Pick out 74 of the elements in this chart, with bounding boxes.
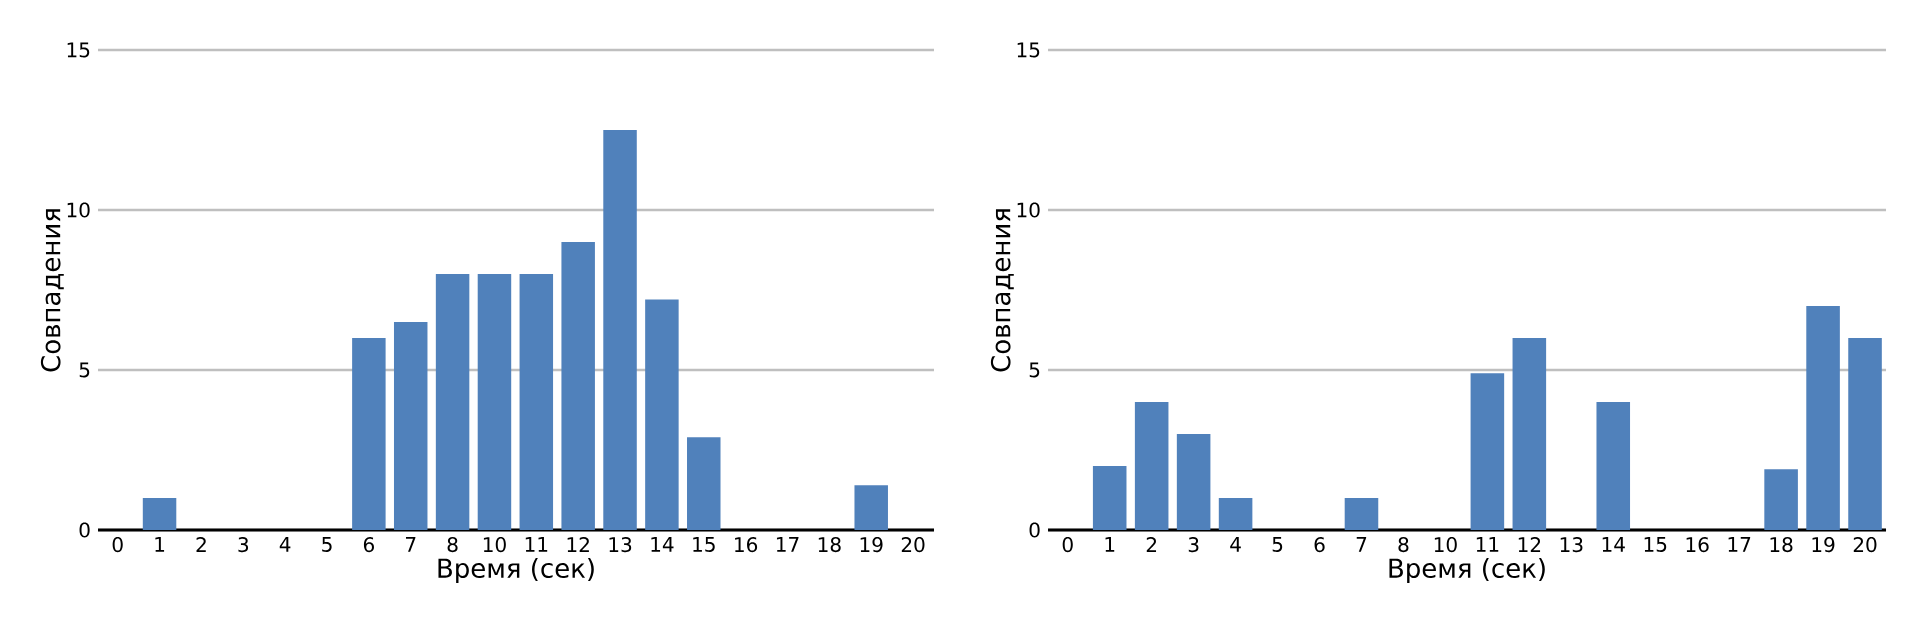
x-tick-label: 8 <box>447 537 458 553</box>
bar <box>1470 373 1505 530</box>
x-tick-label: 7 <box>1356 537 1367 552</box>
y-tick-label: 5 <box>79 362 90 378</box>
x-tick-label: 0 <box>112 537 123 553</box>
x-tick-label: 4 <box>1230 537 1241 552</box>
bar <box>519 273 554 530</box>
x-tick-label: 5 <box>322 537 332 552</box>
x-tick-label: 10 <box>483 537 506 553</box>
bar <box>1134 401 1169 530</box>
x-tick-label: 2 <box>1146 537 1157 552</box>
bar <box>645 299 679 530</box>
x-tick-label: 4 <box>279 537 291 552</box>
x-tick-label: 13 <box>609 537 632 553</box>
y-tick-label: 10 <box>1017 202 1040 218</box>
bar <box>1176 433 1211 530</box>
x-tick-label: 8 <box>1398 537 1409 553</box>
x-tick-label: 6 <box>363 537 374 553</box>
x-tick-label: 14 <box>1602 537 1625 552</box>
y-tick-label: 10 <box>67 202 90 218</box>
y-tick-label: 5 <box>1029 362 1040 378</box>
bar <box>142 497 177 530</box>
x-tick-label: 19 <box>860 537 883 553</box>
bar <box>854 485 888 530</box>
x-tick-label: 2 <box>196 537 206 552</box>
bar <box>435 273 470 530</box>
y-axis-title: Совпадения <box>990 209 1014 372</box>
x-tick-label: 10 <box>1434 537 1457 553</box>
bar <box>1512 337 1547 530</box>
x-tick-label: 18 <box>1770 537 1793 553</box>
x-tick-label: 12 <box>1518 537 1541 552</box>
bar <box>1344 497 1379 530</box>
x-tick-label: 16 <box>1686 537 1709 553</box>
bar <box>1092 465 1127 530</box>
y-axis-title: Совпадения <box>40 209 64 372</box>
bar <box>687 437 721 530</box>
x-tick-label: 15 <box>1644 537 1667 552</box>
x-tick-label: 0 <box>1062 537 1073 553</box>
bar <box>477 273 512 530</box>
bar <box>1218 497 1253 530</box>
x-axis-title: Время (сек) <box>1389 557 1545 584</box>
bar <box>352 337 386 530</box>
x-axis-title: Время (сек) <box>438 557 594 584</box>
x-tick-label: 13 <box>1560 537 1583 553</box>
bar <box>1848 337 1882 530</box>
x-tick-label: 15 <box>693 537 715 552</box>
x-tick-label: 18 <box>818 537 841 553</box>
bar <box>1596 401 1631 530</box>
y-tick-label: 15 <box>67 42 90 58</box>
x-tick-label: 3 <box>238 537 249 553</box>
x-tick-label: 1 <box>1105 537 1115 552</box>
y-tick-label: 0 <box>1029 522 1040 538</box>
x-tick-label: 14 <box>651 537 674 552</box>
bar <box>1764 469 1798 530</box>
x-tick-label: 6 <box>1314 537 1325 553</box>
x-tick-label: 19 <box>1812 537 1835 553</box>
x-tick-label: 7 <box>405 537 416 552</box>
x-tick-label: 5 <box>1272 537 1283 552</box>
bar <box>1806 305 1840 530</box>
x-tick-label: 20 <box>1853 537 1877 553</box>
x-tick-label: 16 <box>735 537 758 553</box>
x-tick-label: 20 <box>901 537 925 553</box>
y-tick-label: 0 <box>79 522 90 538</box>
y-tick-label: 15 <box>1017 42 1040 58</box>
x-tick-label: 17 <box>1728 537 1751 552</box>
x-tick-label: 12 <box>567 537 589 552</box>
x-tick-label: 1 <box>155 537 165 552</box>
x-tick-label: 3 <box>1188 537 1199 553</box>
x-tick-label: 11 <box>525 537 548 552</box>
bar <box>561 241 595 530</box>
x-tick-label: 17 <box>776 537 799 552</box>
x-tick-label: 11 <box>1476 537 1499 552</box>
bar <box>393 321 428 530</box>
bar <box>603 129 637 530</box>
